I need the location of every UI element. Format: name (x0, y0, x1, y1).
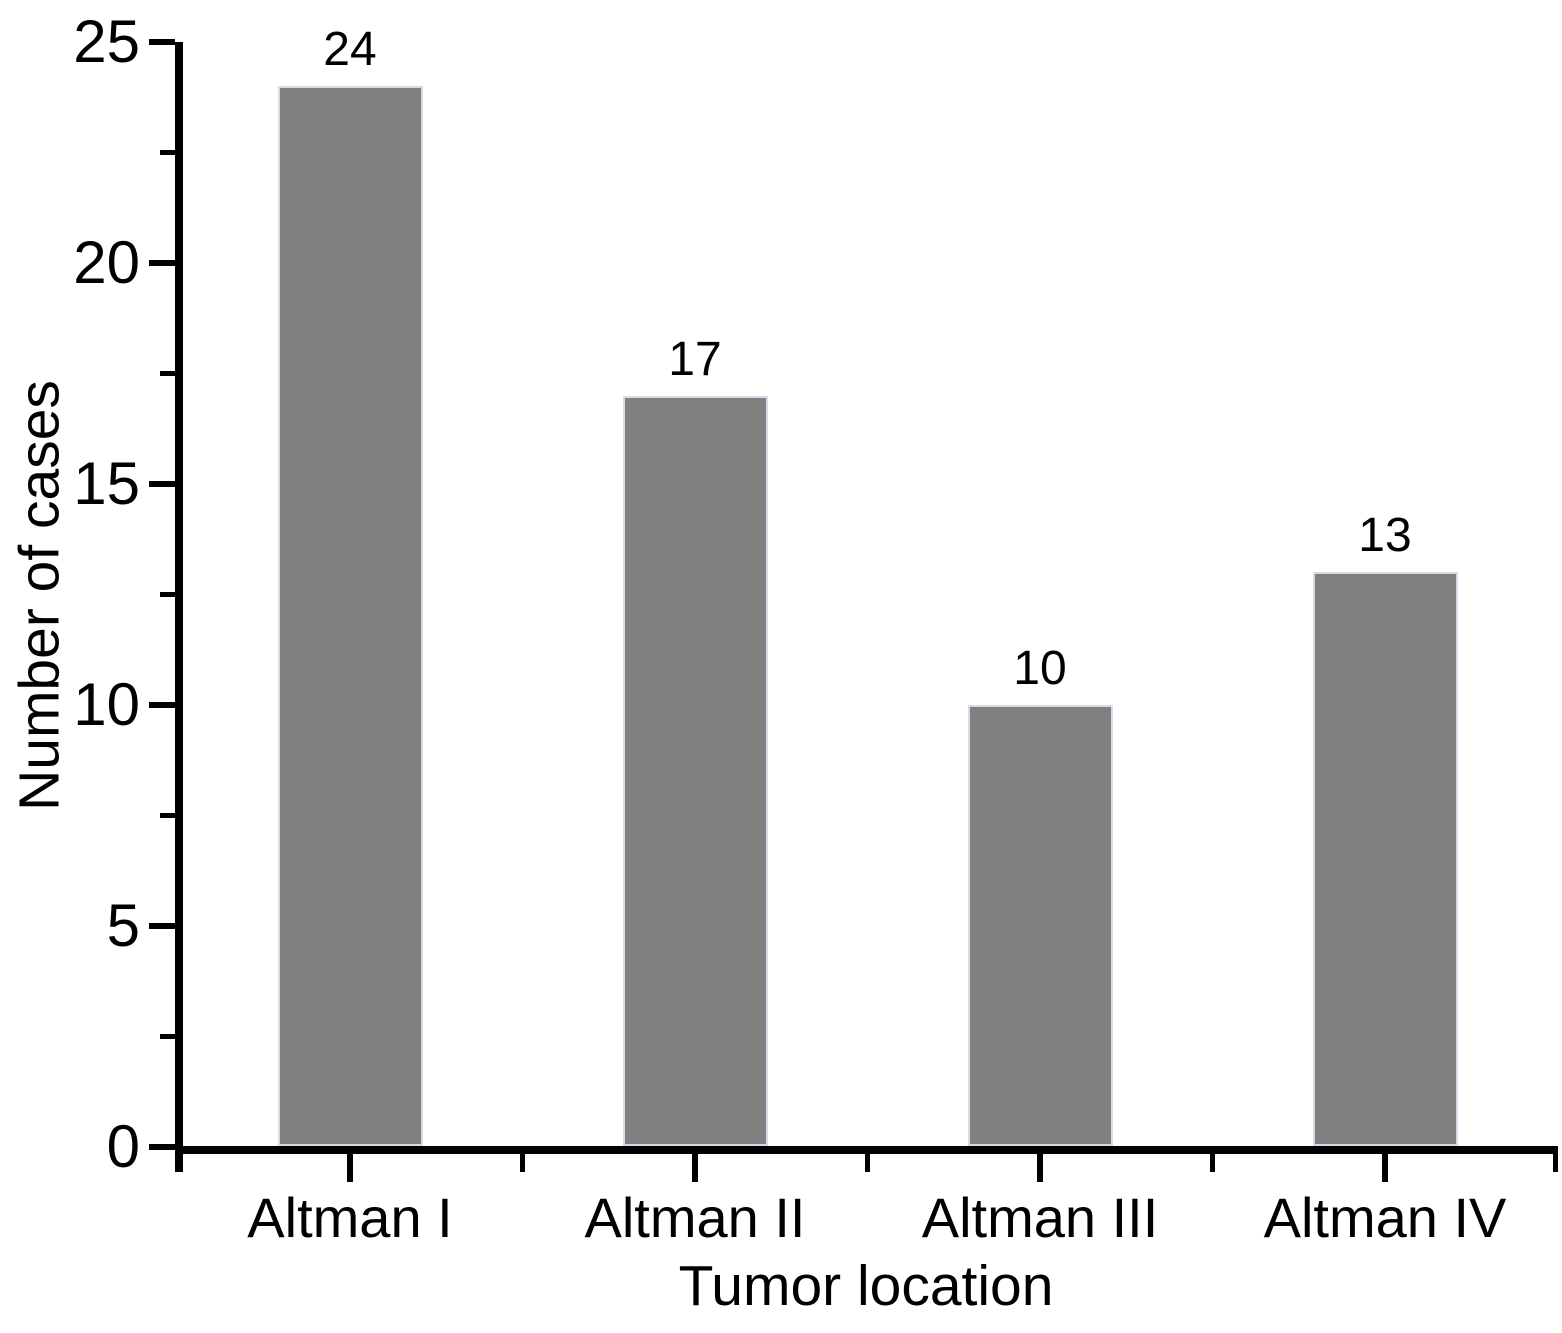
x-axis-title: Tumor location (678, 1254, 1054, 1318)
y-minor-tick (160, 592, 175, 597)
x-major-tick (1037, 1154, 1043, 1182)
bar (277, 86, 423, 1146)
y-minor-tick (160, 150, 175, 155)
x-major-tick (1382, 1154, 1388, 1182)
y-tick-label: 25 (73, 8, 140, 75)
y-minor-tick (160, 371, 175, 376)
x-category-label: Altman IV (1263, 1186, 1507, 1249)
x-axis-line (175, 1146, 1558, 1154)
x-major-tick (692, 1154, 698, 1182)
y-minor-tick (160, 1034, 175, 1039)
bar-value-label: 24 (323, 23, 377, 77)
x-minor-tick (520, 1154, 525, 1172)
bar (622, 395, 768, 1146)
bar-value-label: 10 (1013, 642, 1067, 695)
y-axis-title: Number of cases (7, 380, 72, 811)
bar (1312, 572, 1458, 1146)
y-tick-label: 20 (73, 229, 140, 296)
y-tick-label: 5 (106, 892, 140, 959)
y-axis-line (175, 42, 183, 1172)
y-minor-tick (160, 813, 175, 818)
y-major-tick (149, 923, 175, 929)
bar-value-label: 17 (668, 332, 722, 386)
x-major-tick (347, 1154, 353, 1182)
y-major-tick (149, 702, 175, 708)
y-tick-label: 10 (73, 671, 140, 738)
y-tick-label: 0 (106, 1113, 140, 1180)
x-minor-tick (1210, 1154, 1215, 1172)
x-category-label: Altman III (921, 1186, 1159, 1249)
x-category-label: Altman I (247, 1186, 453, 1249)
y-major-tick (149, 39, 175, 45)
bar-value-label: 13 (1358, 509, 1412, 563)
x-category-label: Altman II (584, 1186, 806, 1249)
y-tick-label: 15 (73, 450, 140, 517)
y-major-tick (149, 1144, 175, 1150)
y-major-tick (149, 481, 175, 487)
x-minor-tick (1552, 1154, 1558, 1172)
y-major-tick (149, 260, 175, 266)
x-minor-tick (865, 1154, 870, 1172)
bar (967, 705, 1113, 1146)
